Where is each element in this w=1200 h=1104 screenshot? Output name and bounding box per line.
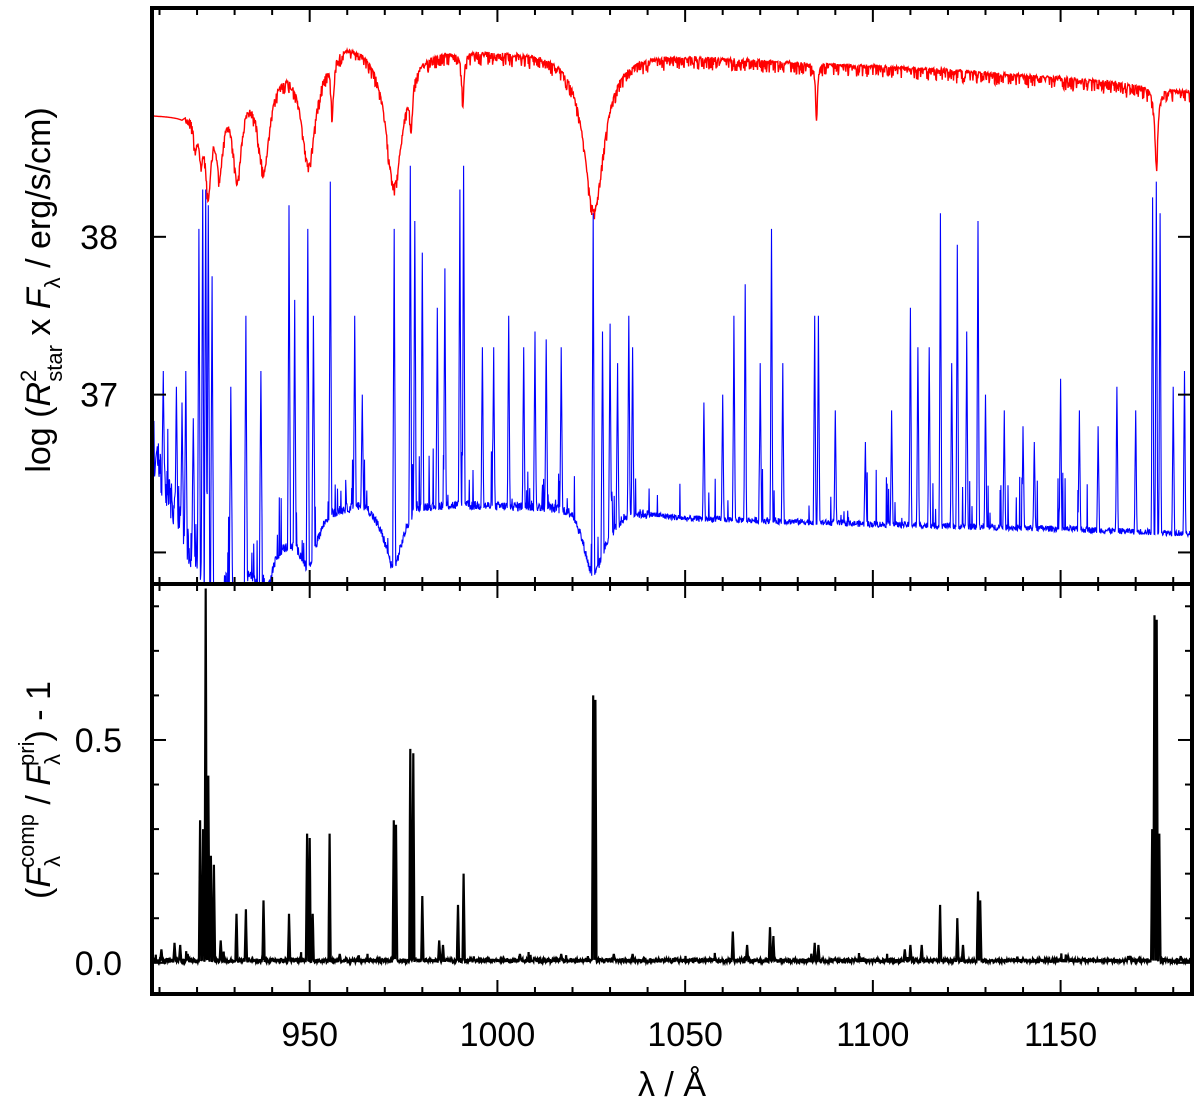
y-tick-label: 38 [80,219,118,257]
bottom-y-axis-title: (Fλcomp / Fλpri) - 1 [14,681,65,899]
bottom-axis-ticks: 950 1000 1050 1100 1150 0.0 0.5 [75,584,1192,1054]
x-tick-label: 1000 [460,1016,536,1054]
y-tick-label: 0.0 [75,945,122,983]
x-tick-label: 950 [281,1016,338,1054]
series-blue-spectrum [152,165,1192,584]
x-axis-title: λ / Å [638,1066,706,1104]
series-ratio [152,588,1192,967]
top-plot-area [152,47,1192,584]
y-tick-label: 0.5 [75,722,122,760]
x-tick-label: 1100 [836,1016,909,1054]
x-tick-label: 1050 [647,1016,723,1054]
top-axis-ticks: 37 38 [80,8,1192,584]
x-tick-label: 1150 [1024,1016,1097,1054]
bottom-panel: 950 1000 1050 1100 1150 0.0 0.5 (Fλcomp / Fλpr… [14,582,1194,1104]
bottom-plot-area [152,588,1192,967]
bottom-panel-frame [150,582,1194,996]
top-y-axis-title: log (R2star x Fλ / erg/s/cm) [16,107,67,472]
y-tick-label: 37 [80,377,118,415]
series-red-spectrum [152,47,1192,220]
